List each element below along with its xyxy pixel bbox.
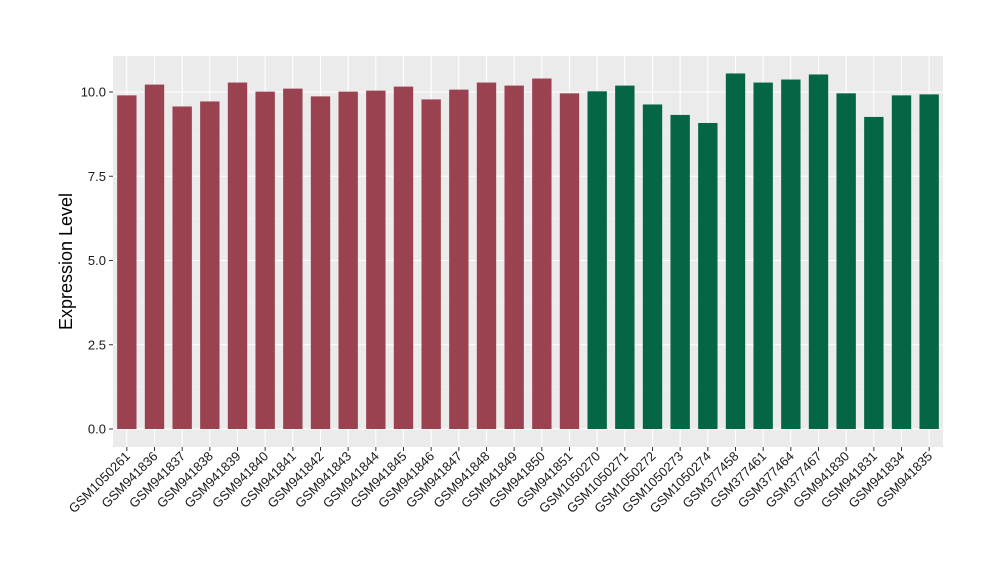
bar <box>117 95 137 430</box>
y-tick-label: 2.5 <box>88 337 106 352</box>
bar <box>144 84 165 429</box>
bar <box>338 91 358 430</box>
bar <box>891 95 912 430</box>
minor-gridlines <box>113 133 943 388</box>
bar <box>421 99 441 429</box>
bar <box>255 91 275 430</box>
bar <box>366 90 386 429</box>
bar <box>836 93 856 430</box>
bar <box>449 89 469 430</box>
y-axis-label: Expression Level <box>56 193 76 330</box>
bar <box>532 78 552 430</box>
bar <box>172 106 192 429</box>
bar <box>476 82 497 430</box>
bar <box>310 96 331 430</box>
bar <box>753 82 773 430</box>
bar <box>698 123 718 429</box>
y-tick-label: 5.0 <box>88 253 106 268</box>
bar <box>393 86 414 429</box>
y-tick-label: 7.5 <box>88 169 106 184</box>
bar <box>808 74 829 429</box>
bar <box>559 93 580 430</box>
bar-series <box>117 73 939 430</box>
x-axis: GSM1050261GSM941836GSM941837GSM941838GSM… <box>66 447 935 516</box>
bar <box>725 73 746 429</box>
plot-panel <box>113 56 943 447</box>
bar <box>642 104 663 430</box>
bar <box>504 85 524 430</box>
bar <box>919 94 939 429</box>
y-axis: 0.0 2.5 5.0 7.5 10.0 <box>81 85 113 437</box>
bar <box>200 101 220 429</box>
bar <box>227 82 248 430</box>
bar <box>781 79 801 429</box>
y-tick-label: 0.0 <box>88 422 106 437</box>
bar <box>587 91 607 430</box>
bar <box>615 85 635 430</box>
bar <box>864 116 884 430</box>
bar <box>670 114 690 429</box>
bar <box>283 88 303 429</box>
y-tick-label: 10.0 <box>81 85 106 100</box>
